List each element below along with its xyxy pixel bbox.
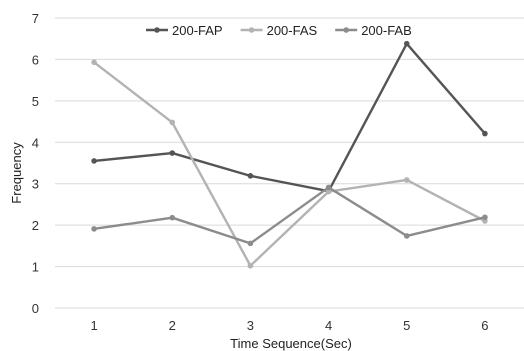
x-tick-label: 1 bbox=[90, 318, 97, 333]
legend-item-200-FAB: 200-FAB bbox=[335, 23, 412, 38]
gridlines bbox=[55, 17, 524, 309]
x-axis-title: Time Sequence(Sec) bbox=[230, 336, 352, 351]
y-tick-label: 3 bbox=[32, 177, 39, 192]
y-tick-label: 6 bbox=[32, 52, 39, 67]
legend-label: 200-FAS bbox=[267, 23, 318, 38]
y-tick-label: 7 bbox=[32, 11, 39, 26]
series-lines bbox=[91, 40, 488, 269]
data-point-200-FAS-1 bbox=[91, 59, 97, 66]
data-point-200-FAS-4 bbox=[325, 188, 332, 195]
data-point-200-FAB-1 bbox=[91, 226, 97, 232]
data-point-200-FAP-1 bbox=[91, 158, 97, 164]
data-point-200-FAS-2 bbox=[169, 119, 176, 126]
y-tick-label: 4 bbox=[32, 135, 39, 150]
x-tick-label: 5 bbox=[403, 318, 410, 333]
series-200-FAP bbox=[91, 40, 488, 194]
x-tick-label: 6 bbox=[481, 318, 488, 333]
legend-label: 200-FAP bbox=[172, 23, 223, 38]
data-point-200-FAP-6 bbox=[482, 130, 488, 137]
x-tick-labels: 1 2 3 4 5 6 bbox=[90, 318, 488, 333]
y-tick-label: 1 bbox=[32, 260, 39, 275]
data-point-200-FAP-3 bbox=[247, 173, 254, 179]
y-tick-label: 0 bbox=[32, 301, 39, 316]
legend-label: 200-FAB bbox=[361, 23, 412, 38]
legend: 200-FAP 200-FAS 200-FAB bbox=[146, 23, 412, 38]
x-tick-label: 3 bbox=[247, 318, 254, 333]
legend-item-200-FAP: 200-FAP bbox=[146, 23, 223, 38]
data-point-200-FAB-3 bbox=[247, 240, 254, 247]
data-point-200-FAB-5 bbox=[403, 233, 410, 239]
legend-swatch-marker bbox=[248, 27, 255, 33]
x-tick-label: 2 bbox=[169, 318, 176, 333]
y-tick-label: 5 bbox=[32, 94, 39, 109]
legend-swatch-marker bbox=[154, 27, 160, 33]
series-line-200-FAS bbox=[92, 61, 487, 267]
series-200-FAB bbox=[91, 184, 488, 247]
series-line-200-FAB bbox=[92, 186, 487, 245]
data-point-200-FAS-3 bbox=[247, 262, 254, 269]
y-tick-label: 2 bbox=[32, 218, 39, 233]
y-axis-title: Frequency bbox=[9, 142, 24, 204]
data-point-200-FAB-2 bbox=[169, 214, 176, 221]
series-200-FAS bbox=[91, 59, 488, 269]
legend-item-200-FAS: 200-FAS bbox=[240, 23, 318, 38]
y-tick-labels: 0 1 2 3 4 5 6 7 bbox=[32, 11, 39, 316]
series-line-200-FAP bbox=[92, 42, 487, 193]
x-tick-label: 4 bbox=[325, 318, 332, 333]
legend-swatch-marker bbox=[343, 27, 349, 33]
data-point-200-FAP-5 bbox=[403, 40, 410, 47]
data-point-200-FAS-5 bbox=[403, 177, 410, 183]
data-point-200-FAB-4 bbox=[325, 184, 332, 191]
data-point-200-FAP-2 bbox=[169, 150, 176, 156]
data-point-200-FAB-6 bbox=[482, 214, 488, 221]
